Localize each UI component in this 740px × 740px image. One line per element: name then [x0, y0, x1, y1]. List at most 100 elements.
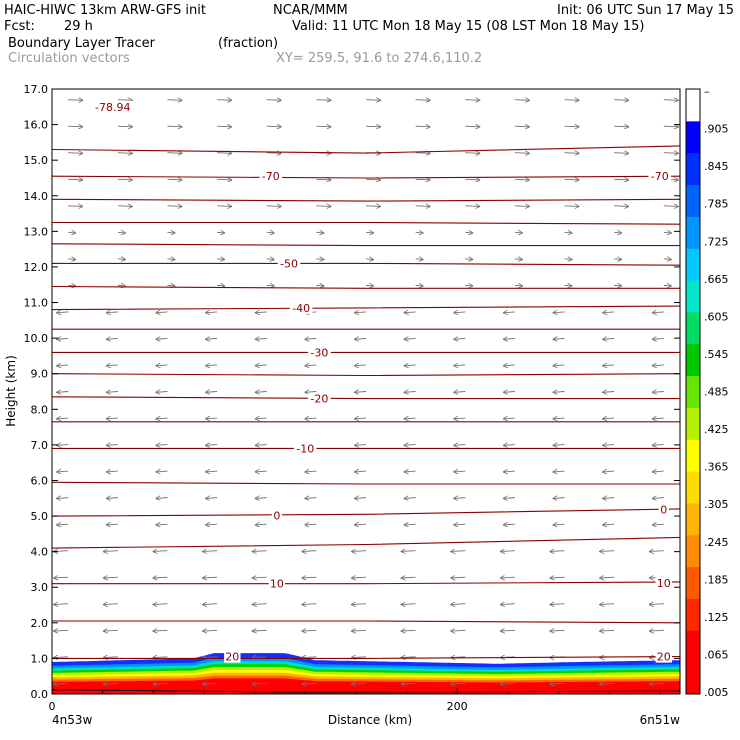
circulation-vector [504, 524, 515, 525]
circulation-vector [352, 630, 367, 631]
circulation-vector [117, 259, 125, 260]
circulation-vector [451, 683, 466, 684]
circulation-vector [564, 100, 579, 101]
colorbar-swatch [686, 502, 700, 536]
circulation-vector [663, 259, 671, 260]
circulation-vector [305, 471, 317, 472]
y-tick-label: 9.0 [31, 368, 49, 381]
circulation-vector [54, 577, 69, 578]
colorbar-label: .545 [704, 348, 729, 361]
circulation-vector [600, 683, 615, 684]
circulation-vector [514, 153, 529, 154]
circulation-vector [206, 471, 218, 472]
circulation-vector [614, 259, 621, 260]
circulation-vector [305, 524, 317, 525]
circulation-vector [603, 392, 615, 393]
circulation-vector [68, 100, 82, 101]
contour-label: -70 [262, 170, 280, 183]
circulation-vector [266, 259, 274, 260]
contour-label-bg [289, 301, 313, 314]
circulation-vector [551, 551, 565, 552]
circulation-vector [405, 365, 416, 366]
circulation-vector [256, 338, 267, 339]
circulation-vector [153, 630, 168, 631]
circulation-vector [217, 285, 224, 286]
colorbar-label: .365 [704, 461, 729, 474]
y-tick-label: 13.0 [24, 225, 49, 238]
circulation-vector [451, 551, 466, 552]
circulation-vector [355, 418, 367, 419]
colorbar-swatch [686, 407, 700, 440]
circulation-vector [614, 100, 628, 101]
vectors-label: Circulation vectors [8, 51, 130, 66]
circulation-vector [302, 577, 317, 578]
circulation-vector [203, 683, 218, 684]
circulation-vector [554, 392, 565, 393]
colorbar-swatch [686, 343, 700, 377]
circulation-vector [156, 392, 168, 393]
isotherm-line [52, 175, 680, 179]
circulation-vector [253, 604, 267, 605]
circulation-vector [217, 259, 224, 260]
circulation-vector [203, 657, 218, 658]
y-tick-label: 7.0 [31, 439, 49, 452]
circulation-vector [352, 683, 367, 684]
colorbar-label: .605 [704, 310, 729, 323]
circulation-vector [465, 179, 479, 180]
colorbar-label: .845 [704, 160, 729, 173]
circulation-vector [57, 392, 69, 393]
circulation-vector [355, 312, 367, 313]
circulation-vector [167, 232, 174, 233]
circulation-vector [302, 604, 317, 605]
circulation-vector [107, 471, 118, 472]
circulation-vector [465, 285, 472, 286]
circulation-vector [514, 179, 529, 180]
colorbar-label: .125 [704, 611, 729, 624]
circulation-vector [600, 604, 615, 605]
circulation-vector [206, 498, 218, 499]
contour-label: 20 [225, 651, 239, 664]
circulation-vector [465, 259, 472, 260]
y-tick-label: 10.0 [24, 332, 49, 345]
circulation-vector [402, 657, 416, 658]
colorbar-label: .425 [704, 423, 729, 436]
circulation-vector [650, 604, 664, 605]
circulation-vector [104, 551, 118, 552]
colorbar-swatch [686, 439, 700, 472]
circulation-vector [256, 471, 267, 472]
circulation-vector [256, 392, 267, 393]
circulation-vector [156, 471, 168, 472]
circulation-vector [107, 418, 118, 419]
circulation-vector [402, 630, 416, 631]
circulation-vector [167, 100, 181, 101]
circulation-vector [256, 524, 267, 525]
isotherm-line [52, 243, 680, 247]
circulation-vector [554, 338, 565, 339]
circulation-vector [614, 179, 628, 180]
circulation-vector [454, 312, 466, 313]
colorbar-swatch [686, 89, 700, 122]
circulation-vector [117, 126, 132, 127]
colorbar-swatch [686, 280, 700, 313]
circulation-vector [104, 683, 118, 684]
circulation-vector [415, 153, 430, 154]
circulation-vector [305, 392, 317, 393]
field-units: (fraction) [218, 36, 279, 51]
circulation-vector [600, 630, 615, 631]
circulation-vector [501, 630, 515, 631]
colorbar-frame [685, 88, 701, 695]
circulation-vector [614, 232, 621, 233]
circulation-vector [302, 630, 317, 631]
contour-label: -50 [280, 257, 298, 270]
contour-label-bg [648, 170, 672, 183]
circulation-vector [68, 285, 75, 286]
circulation-vector [316, 100, 330, 101]
circulation-vector [253, 551, 267, 552]
colorbar-swatch [686, 630, 700, 663]
circulation-vector [653, 498, 664, 499]
circulation-vector [217, 179, 231, 180]
circulation-vector [352, 551, 367, 552]
circulation-vector [167, 126, 181, 127]
contour-label: 10 [270, 578, 284, 591]
